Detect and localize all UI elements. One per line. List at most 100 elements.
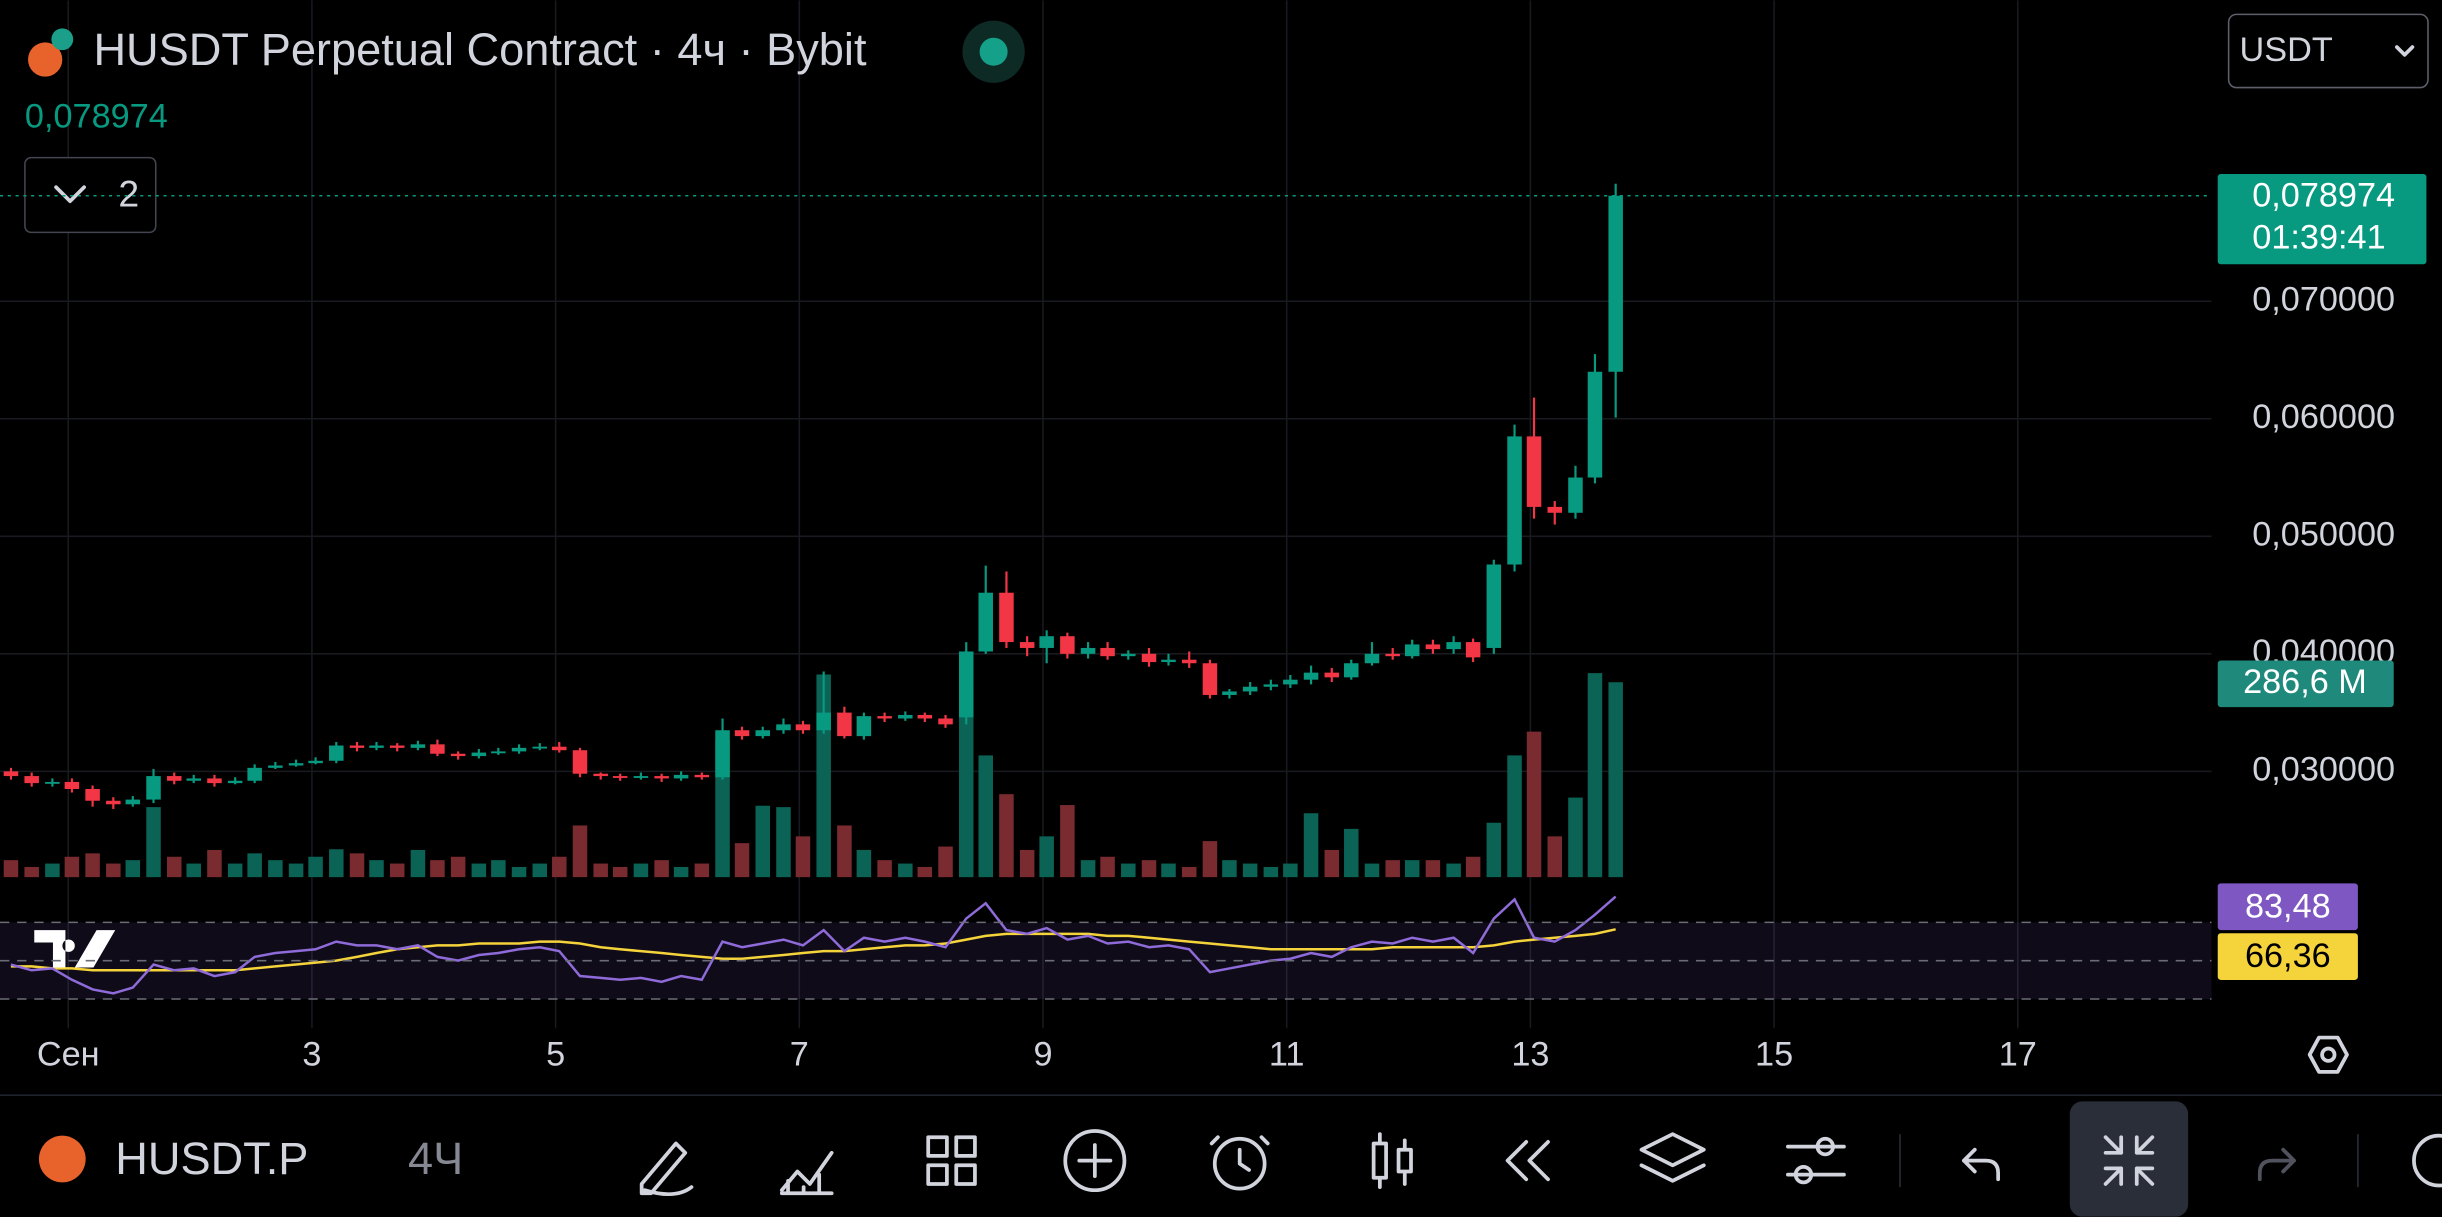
volume-bar <box>1263 866 1279 878</box>
y-tick-label: 0,060000 <box>2252 398 2395 436</box>
indicators-icon[interactable] <box>779 1150 834 1196</box>
volume-bar <box>795 836 811 878</box>
layout-icon[interactable] <box>926 1135 977 1186</box>
candle-body <box>1181 659 1197 664</box>
volume-bar <box>369 860 384 878</box>
candle-body <box>227 780 243 784</box>
rsi-line <box>10 895 1617 995</box>
volume-bar <box>654 860 669 878</box>
candle-body <box>106 800 121 805</box>
toolbar-symbol[interactable]: HUSDT.P <box>115 1133 308 1184</box>
candle-body <box>1425 644 1441 650</box>
volume-bar <box>450 856 466 878</box>
candle-body <box>247 767 262 781</box>
candle-body <box>1060 636 1075 654</box>
layers-icon[interactable] <box>1639 1132 1706 1183</box>
volume-bar <box>410 849 426 878</box>
volume-label: 286,6 M <box>2243 663 2367 701</box>
volume-bar <box>552 856 567 878</box>
volume-bar <box>85 853 100 878</box>
volume-bar <box>268 860 283 878</box>
x-tick-label: 3 <box>302 1035 321 1073</box>
currency-select[interactable] <box>2227 13 2429 89</box>
indicator-count: 2 <box>118 172 139 214</box>
volume-bar <box>1404 860 1420 878</box>
volume-bar <box>1141 860 1157 878</box>
rsi-ma-tag <box>2217 933 2358 980</box>
toolbar-interval[interactable]: 4Ч <box>408 1133 463 1184</box>
candle-body <box>917 714 933 719</box>
undo-icon[interactable] <box>1962 1147 2001 1182</box>
settings-icon[interactable] <box>2307 1035 2349 1074</box>
candle-body <box>1404 644 1420 657</box>
candle-body <box>958 651 974 718</box>
candle-body <box>877 716 892 719</box>
add-icon[interactable] <box>1063 1129 1127 1193</box>
candle-body <box>85 788 100 801</box>
chart-type-icon[interactable] <box>1371 1132 1413 1189</box>
candle-body <box>1222 691 1237 695</box>
volume-bar <box>1425 860 1441 878</box>
candle-body <box>694 774 710 778</box>
volume-bar <box>532 863 548 878</box>
candle-body <box>1587 371 1603 478</box>
alert-icon[interactable] <box>1212 1136 1267 1191</box>
volume-bar <box>1303 813 1319 878</box>
x-tick-label: 9 <box>1033 1035 1052 1073</box>
candle-body <box>1385 653 1400 657</box>
volume-bar <box>1222 860 1237 878</box>
candle-body <box>24 776 39 784</box>
volume-bar <box>917 866 933 878</box>
volume-bar <box>1324 849 1340 878</box>
candle-body <box>1344 663 1359 678</box>
volume-bar <box>837 825 852 878</box>
candle-body <box>1547 506 1563 513</box>
candle-body <box>795 724 811 731</box>
volume-bar <box>1547 836 1563 878</box>
volume-bar <box>1385 860 1400 878</box>
replay-icon[interactable] <box>1505 1140 1550 1182</box>
status-dot <box>979 37 1008 66</box>
x-tick-label: 5 <box>546 1035 565 1073</box>
volume-bar <box>1161 863 1176 878</box>
candle-body <box>186 778 201 781</box>
volume-bar <box>389 863 405 878</box>
redo-icon[interactable] <box>2257 1147 2296 1182</box>
volume-tag <box>2217 660 2394 708</box>
y-tick-label: 0,070000 <box>2252 280 2395 318</box>
candle-body <box>166 776 182 781</box>
candle-body <box>389 745 405 748</box>
volume-bar <box>349 853 365 878</box>
fullscreen-button[interactable] <box>2069 1101 2189 1217</box>
volume-bar <box>1202 841 1218 878</box>
candle-body <box>1303 672 1319 680</box>
candle-body <box>450 753 466 757</box>
more-icon[interactable] <box>2412 1133 2442 1188</box>
candle-body <box>125 799 141 805</box>
candle-body <box>715 730 730 778</box>
rsi-tag <box>2217 883 2358 931</box>
candle-body <box>734 730 750 737</box>
volume-bar <box>1344 828 1359 878</box>
volume-bar <box>491 860 506 878</box>
candle-body <box>1263 684 1279 687</box>
candle-body <box>308 760 323 764</box>
candle-body <box>1080 647 1096 654</box>
candle-body <box>755 730 771 737</box>
volume-bar <box>898 863 913 878</box>
volume-bar <box>978 755 993 878</box>
volume-bar <box>1364 863 1380 878</box>
candle-body <box>856 716 872 737</box>
candle-body <box>268 765 283 768</box>
candle-body <box>1608 195 1623 372</box>
draw-icon[interactable] <box>639 1141 694 1196</box>
candle-body <box>1019 642 1035 648</box>
candle-body <box>491 751 506 754</box>
candle-body <box>471 752 487 757</box>
volume-bar <box>64 856 80 878</box>
volume-bar <box>329 849 344 878</box>
volume-bar <box>247 853 262 878</box>
candle-body <box>207 778 222 784</box>
volume-bar <box>511 866 527 878</box>
candle-body <box>938 718 953 725</box>
